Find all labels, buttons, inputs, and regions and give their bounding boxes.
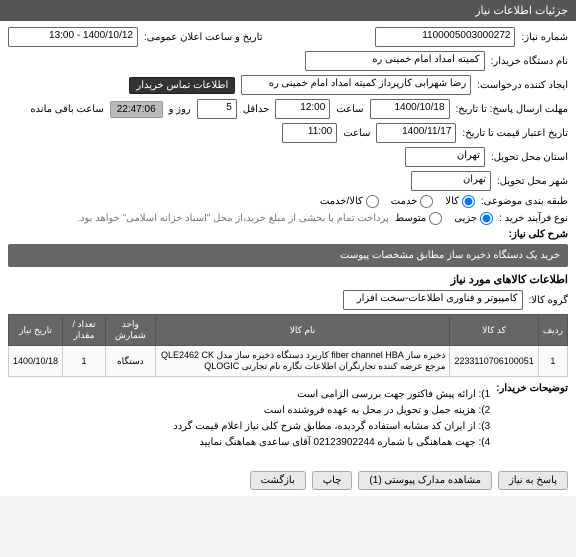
radio-medium[interactable]: متوسط: [395, 212, 442, 225]
td-idx: 1: [538, 346, 567, 377]
valid-date-field: 1400/11/17: [376, 123, 456, 143]
td-name: ذخیره ساز fiber channel HBA کاربرد دستگا…: [155, 346, 450, 377]
td-unit: دستگاه: [105, 346, 155, 377]
row-valid: تاریخ اعتبار قیمت تا تاریخ: 1400/11/17 س…: [8, 123, 568, 143]
table-row: 1 2233110706100051 ذخیره ساز fiber chann…: [9, 346, 568, 377]
creator-label: ایجاد کننده درخواست:: [477, 80, 568, 91]
radio-service-input[interactable]: [420, 195, 433, 208]
row-buyer: نام دستگاه خریدار: کمیته امداد امام خمین…: [8, 51, 568, 71]
th-code: کد کالا: [450, 315, 538, 346]
desc-box: خرید یک دستگاه ذخیره ساز مطابق مشخصات پی…: [8, 244, 568, 267]
note-3: 3): از ایران کد مشابه استفاده گردیده، مط…: [173, 419, 490, 435]
print-button[interactable]: چاپ: [312, 471, 353, 490]
note-2: 2): هزینه حمل و تحویل در محل به عهده فرو…: [173, 403, 490, 419]
time-label-1: ساعت: [336, 104, 363, 115]
note-4: 4): جهت هماهنگی با شماره 02123902244 آقا…: [173, 435, 490, 451]
td-date: 1400/10/18: [9, 346, 63, 377]
contact-button[interactable]: اطلاعات تماس خریدار: [129, 77, 235, 94]
row-notes: توضیحات خریدار: 1): ارائه پیش فاکتور جهت…: [8, 383, 568, 455]
deadline-date-field: 1400/10/18: [370, 99, 450, 119]
th-name: نام کالا: [155, 315, 450, 346]
city-deliv-label: شهر محل تحویل:: [497, 176, 568, 187]
group-field: کامپیوتر و فناوری اطلاعات-سخت افزار: [343, 290, 523, 310]
valid-label: تاریخ اعتبار قیمت تا تاریخ:: [462, 128, 568, 139]
radio-goods-input[interactable]: [462, 195, 475, 208]
radio-both-input[interactable]: [366, 195, 379, 208]
countdown-badge: 22:47:06: [110, 101, 163, 118]
attach-button[interactable]: مشاهده مدارک پیوستی (1): [358, 471, 492, 490]
valid-time-field: 11:00: [282, 123, 337, 143]
goods-table: ردیف کد کالا نام کالا واحد شمارش تعداد /…: [8, 314, 568, 377]
radio-medium-input[interactable]: [429, 212, 442, 225]
row-city-deliv: شهر محل تحویل: تهران: [8, 171, 568, 191]
city-req-field: تهران: [405, 147, 485, 167]
radio-both[interactable]: کالا/خدمت: [320, 195, 379, 208]
process-radio-group: جزیی متوسط: [395, 212, 493, 225]
process-note: پرداخت تمام یا بخشی از مبلغ خرید،از محل …: [77, 213, 389, 224]
radio-goods[interactable]: کالا: [445, 195, 475, 208]
radio-partial[interactable]: جزیی: [454, 212, 493, 225]
subj-cat-label: طبقه بندی موضوعی:: [481, 196, 568, 207]
footer-buttons: بازگشت چاپ مشاهده مدارک پیوستی (1) پاسخ …: [0, 465, 576, 496]
desc-label: شرح کلی نیاز:: [509, 229, 568, 240]
city-deliv-field: تهران: [411, 171, 491, 191]
row-subject-cat: طبقه بندی موضوعی: کالا خدمت کالا/خدمت: [8, 195, 568, 208]
buyer-label: نام دستگاه خریدار:: [491, 56, 568, 67]
table-header-row: ردیف کد کالا نام کالا واحد شمارش تعداد /…: [9, 315, 568, 346]
deadline-time-field: 12:00: [275, 99, 330, 119]
remain-label: ساعت باقی مانده: [30, 104, 103, 115]
cancel-button[interactable]: بازگشت: [250, 471, 306, 490]
deadline-label: مهلت ارسال پاسخ: تا تاریخ:: [456, 104, 568, 115]
time-label-2: ساعت: [343, 128, 370, 139]
least-label: حداقل: [243, 104, 270, 115]
panel-title: جزئیات اطلاعات نیاز: [475, 5, 568, 17]
days-label: روز و: [169, 104, 191, 115]
row-desc-label: شرح کلی نیاز:: [8, 229, 568, 240]
need-no-label: شماره نیاز:: [521, 32, 568, 43]
td-code: 2233110706100051: [450, 346, 538, 377]
th-qty: تعداد / مقدار: [63, 315, 106, 346]
need-no-field: 1100005003000272: [375, 27, 515, 47]
panel-header: جزئیات اطلاعات نیاز: [0, 0, 576, 21]
creator-field: رضا شهرابی کارپرداز کمیته امداد امام خمی…: [241, 75, 471, 95]
process-label: نوع فرآیند خرید :: [499, 213, 568, 224]
goods-section-title: اطلاعات کالاهای مورد نیاز: [8, 273, 568, 286]
buyer-field: کمیته امداد امام خمینی ره: [305, 51, 485, 71]
announce-label: تاریخ و ساعت اعلان عمومی:: [144, 32, 263, 43]
notes-block: 1): ارائه پیش فاکتور جهت بررسی الزامی اس…: [173, 383, 490, 455]
row-need-no: شماره نیاز: 1100005003000272 تاریخ و ساع…: [8, 27, 568, 47]
row-process: نوع فرآیند خرید : جزیی متوسط پرداخت تمام…: [8, 212, 568, 225]
subj-radio-group: کالا خدمت کالا/خدمت: [320, 195, 475, 208]
main-panel: شماره نیاز: 1100005003000272 تاریخ و ساع…: [0, 21, 576, 465]
city-req-label: استان محل تحویل:: [491, 152, 568, 163]
th-idx: ردیف: [538, 315, 567, 346]
radio-service[interactable]: خدمت: [391, 195, 434, 208]
deadline-days-field: 5: [197, 99, 237, 119]
row-deadline: مهلت ارسال پاسخ: تا تاریخ: 1400/10/18 سا…: [8, 99, 568, 119]
td-qty: 1: [63, 346, 106, 377]
row-creator: ایجاد کننده درخواست: رضا شهرابی کارپرداز…: [8, 75, 568, 95]
note-1: 1): ارائه پیش فاکتور جهت بررسی الزامی اس…: [173, 387, 490, 403]
back-button[interactable]: پاسخ به نیاز: [498, 471, 568, 490]
th-unit: واحد شمارش: [105, 315, 155, 346]
row-group: گروه کالا: کامپیوتر و فناوری اطلاعات-سخت…: [8, 290, 568, 310]
radio-partial-input[interactable]: [480, 212, 493, 225]
announce-field: 1400/10/12 - 13:00: [8, 27, 138, 47]
notes-label: توضیحات خریدار:: [496, 383, 568, 394]
th-date: تاریخ نیاز: [9, 315, 63, 346]
group-label: گروه کالا:: [529, 295, 568, 306]
row-city-req: استان محل تحویل: تهران: [8, 147, 568, 167]
